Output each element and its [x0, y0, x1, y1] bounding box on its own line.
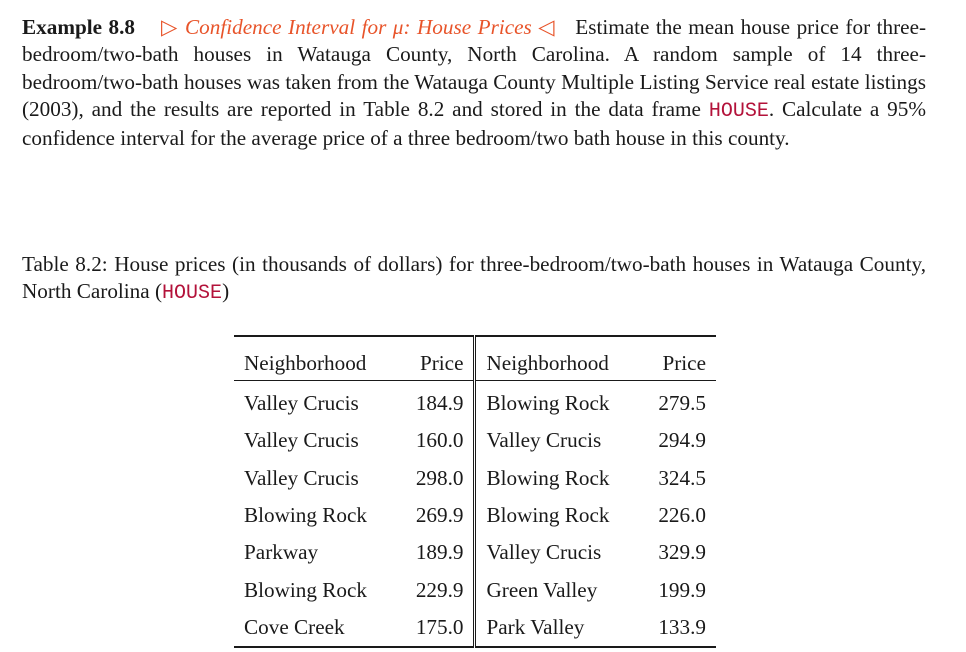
cell-neighborhood-2: Blowing Rock — [486, 391, 610, 416]
table-caption: Table 8.2: House prices (in thousands of… — [22, 251, 926, 308]
cell-price-1: 175.0 — [396, 608, 477, 648]
cell-price-2: 199.9 — [658, 577, 706, 602]
cell-price-1: 160.0 — [396, 422, 477, 460]
house-price-table: Neighborhood Price Neighborhood Price Va… — [234, 335, 716, 648]
cell-neighborhood-2: Park Valley — [486, 614, 585, 639]
close-triangle-icon: ◁ — [538, 15, 556, 39]
cell-price-2: 294.9 — [658, 428, 706, 453]
header-price-2: Price — [639, 336, 716, 381]
example-text-part2: . Calculate a 95% confidence interval fo… — [22, 96, 926, 151]
example-data-frame: HOUSE — [708, 99, 769, 123]
header-neighborhood-2: Neighborhood — [474, 336, 640, 381]
cell-neighborhood-1: Parkway — [244, 540, 319, 565]
cell-price-1: 298.0 — [396, 459, 477, 497]
table-header-row: Neighborhood Price Neighborhood Price — [234, 336, 716, 381]
example-label: Example 8.8 — [22, 15, 136, 39]
caption-close: ) — [222, 279, 230, 304]
cell-neighborhood-2: Green Valley — [486, 577, 598, 602]
house-price-table-wrapper: Neighborhood Price Neighborhood Price Va… — [234, 335, 716, 648]
cell-price-1: 269.9 — [396, 496, 477, 535]
cell-neighborhood-1: Blowing Rock — [244, 503, 368, 528]
cell-price-1: 229.9 — [396, 571, 477, 609]
cell-price-2: 133.9 — [658, 614, 706, 639]
cell-neighborhood-1: Cove Creek — [244, 614, 345, 639]
table-row: Blowing Rock 229.9 Green Valley 199.9 — [234, 571, 716, 609]
table-row: Valley Crucis 298.0 Blowing Rock 324.5 — [234, 459, 716, 497]
table-row: Valley Crucis 160.0 Valley Crucis 294.9 — [234, 422, 716, 460]
caption-data-frame: HOUSE — [162, 282, 223, 306]
example-title: ▷ Confidence Interval for μ: House Price… — [161, 15, 562, 39]
cell-price-2: 226.0 — [658, 503, 706, 528]
cell-price-1: 189.9 — [396, 534, 477, 572]
cell-price-2: 329.9 — [658, 540, 706, 565]
cell-neighborhood-2: Valley Crucis — [486, 428, 602, 453]
cell-price-2: 279.5 — [658, 391, 706, 416]
table-row: Parkway 189.9 Valley Crucis 329.9 — [234, 534, 716, 572]
example-block: Example 8.8 ▷ Confidence Interval for μ:… — [22, 14, 926, 152]
cell-neighborhood-2: Blowing Rock — [486, 503, 610, 528]
example-paragraph: Example 8.8 ▷ Confidence Interval for μ:… — [22, 14, 926, 152]
header-neighborhood-1: Neighborhood — [234, 336, 397, 381]
table-row: Valley Crucis 184.9 Blowing Rock 279.5 — [234, 380, 716, 423]
caption-text: Table 8.2: House prices (in thousands of… — [22, 252, 926, 304]
cell-neighborhood-2: Valley Crucis — [486, 540, 602, 565]
cell-price-1: 184.9 — [396, 380, 477, 423]
cell-neighborhood-1: Valley Crucis — [244, 391, 359, 416]
example-title-text: Confidence Interval for μ: House Prices — [185, 15, 532, 39]
table-row: Cove Creek 175.0 Park Valley 133.9 — [234, 608, 716, 648]
cell-neighborhood-2: Blowing Rock — [486, 465, 610, 490]
open-triangle-icon: ▷ — [161, 15, 179, 39]
cell-price-2: 324.5 — [658, 465, 706, 490]
table-body: Valley Crucis 184.9 Blowing Rock 279.5 V… — [234, 380, 716, 648]
example-text-part1: Estimate the mean house price for three-… — [22, 15, 927, 121]
header-price-1: Price — [396, 336, 477, 381]
cell-neighborhood-1: Valley Crucis — [244, 465, 359, 490]
cell-neighborhood-1: Blowing Rock — [244, 577, 368, 602]
table-row: Blowing Rock 269.9 Blowing Rock 226.0 — [234, 496, 716, 535]
cell-neighborhood-1: Valley Crucis — [244, 428, 359, 453]
